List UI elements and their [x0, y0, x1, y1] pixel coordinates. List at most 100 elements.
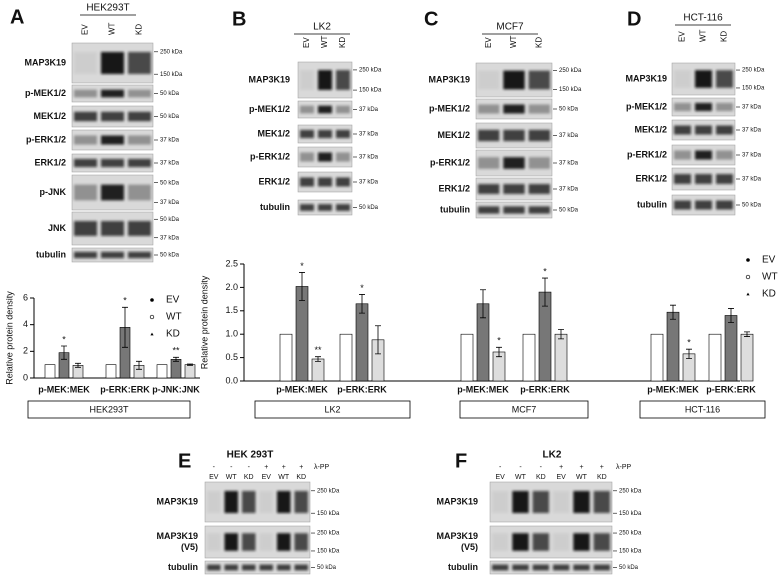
- marker-label: 37 kDa: [742, 153, 762, 159]
- marker-label: 37 kDa: [160, 161, 180, 167]
- blot-band: [528, 206, 550, 214]
- significance: *: [62, 334, 66, 344]
- blot-band: [336, 177, 350, 187]
- lane-label: KD: [244, 474, 254, 481]
- lane-label: EV: [302, 37, 311, 48]
- y-tick-label: 2: [23, 346, 28, 356]
- row-label: (V5): [461, 542, 478, 552]
- error-bar: [75, 362, 81, 368]
- treatment-label: -: [213, 464, 216, 471]
- blot-band: [674, 200, 691, 210]
- blot-band: [128, 89, 151, 98]
- blot-band: [503, 129, 525, 142]
- blot-band: [716, 102, 733, 112]
- legend-marker: [150, 298, 154, 302]
- treatment-label: +: [299, 464, 303, 471]
- blot-band: [300, 105, 314, 114]
- row-label: MEK1/2: [33, 111, 66, 121]
- blot-band: [553, 491, 570, 513]
- row-label: p-ERK1/2: [26, 134, 66, 144]
- lane-label: EV: [495, 474, 505, 481]
- panel-letter: B: [232, 8, 246, 30]
- significance: **: [172, 346, 180, 356]
- blot-band: [336, 152, 350, 162]
- blot-band: [532, 564, 549, 571]
- blot-band: [716, 200, 733, 210]
- blot-band: [593, 533, 610, 551]
- lane-label: WT: [509, 35, 518, 48]
- x-tick-label: p-MEK:MEK: [647, 384, 699, 394]
- blot-background: [489, 525, 613, 559]
- blot-band: [300, 177, 314, 187]
- group-box: [459, 400, 589, 419]
- blot-band: [695, 70, 712, 88]
- blot-band: [101, 89, 124, 98]
- row-label: MAP3K19: [156, 531, 198, 541]
- panel-letter: A: [10, 6, 24, 28]
- blot-band: [695, 150, 712, 160]
- blot-title: HEK293T: [86, 3, 129, 14]
- blot-band: [695, 200, 712, 210]
- blot-band: [528, 157, 550, 169]
- blot-band: [478, 70, 500, 90]
- blot-band: [300, 204, 314, 211]
- marker-label: 250 kDa: [317, 531, 340, 537]
- blot-band: [492, 564, 509, 571]
- marker-label: 37 kDa: [742, 177, 762, 183]
- blot-band: [128, 135, 151, 145]
- legend-marker: [745, 274, 751, 280]
- treatment-label: -: [519, 464, 522, 471]
- panel-letter: D: [627, 8, 641, 30]
- marker-label: 250 kDa: [619, 531, 642, 537]
- x-tick-label: p-MEK:MEK: [38, 384, 90, 394]
- treatment-name: λ-PP: [616, 464, 632, 471]
- blot-band: [101, 52, 124, 74]
- error-bar: [558, 329, 564, 340]
- blot-band: [101, 251, 124, 259]
- marker-label: 50 kDa: [619, 565, 639, 571]
- group-label: MCF7: [512, 404, 537, 414]
- row-label: p-MEK1/2: [249, 104, 290, 114]
- panel-letter: E: [178, 450, 191, 472]
- blot-band: [674, 70, 691, 88]
- bar: [724, 315, 738, 382]
- blot-band: [478, 104, 500, 114]
- treatment-label: -: [499, 464, 502, 471]
- blot-band: [74, 221, 97, 236]
- blot-background: [489, 481, 613, 523]
- blot-band: [74, 135, 97, 145]
- marker-label: 50 kDa: [160, 253, 180, 259]
- blot-band: [528, 70, 550, 90]
- blot-band: [573, 533, 590, 551]
- treatment-label: +: [579, 464, 583, 471]
- blot-band: [318, 177, 332, 187]
- blot-band: [503, 157, 525, 169]
- bar: [105, 364, 117, 379]
- row-label: p-MEK1/2: [429, 103, 470, 113]
- lane-label: KD: [534, 37, 543, 48]
- x-tick-label: p-ERK:ERK: [100, 384, 150, 394]
- blot-band: [224, 564, 238, 571]
- marker-label: 250 kDa: [619, 488, 642, 494]
- error-bar: [61, 345, 67, 360]
- marker-label: 37 kDa: [742, 128, 762, 134]
- y-tick-label: 1.5: [225, 305, 238, 315]
- blot-band: [503, 70, 525, 90]
- blot-band: [336, 204, 350, 211]
- blot-band: [128, 184, 151, 201]
- blot-band: [492, 533, 509, 551]
- lane-label: EV: [484, 37, 493, 48]
- marker-label: 150 kDa: [619, 511, 642, 517]
- bar: [170, 359, 182, 379]
- bar: [740, 333, 754, 382]
- blot-band: [300, 70, 314, 90]
- significance: *: [497, 336, 501, 346]
- blot-band: [128, 251, 151, 259]
- legend-label: EV: [166, 295, 180, 306]
- marker-label: 250 kDa: [359, 67, 382, 73]
- blot-band: [695, 102, 712, 112]
- y-tick-label: 4: [23, 319, 28, 329]
- blot-title: HEK 293T: [227, 450, 274, 461]
- marker-label: 50 kDa: [160, 217, 180, 223]
